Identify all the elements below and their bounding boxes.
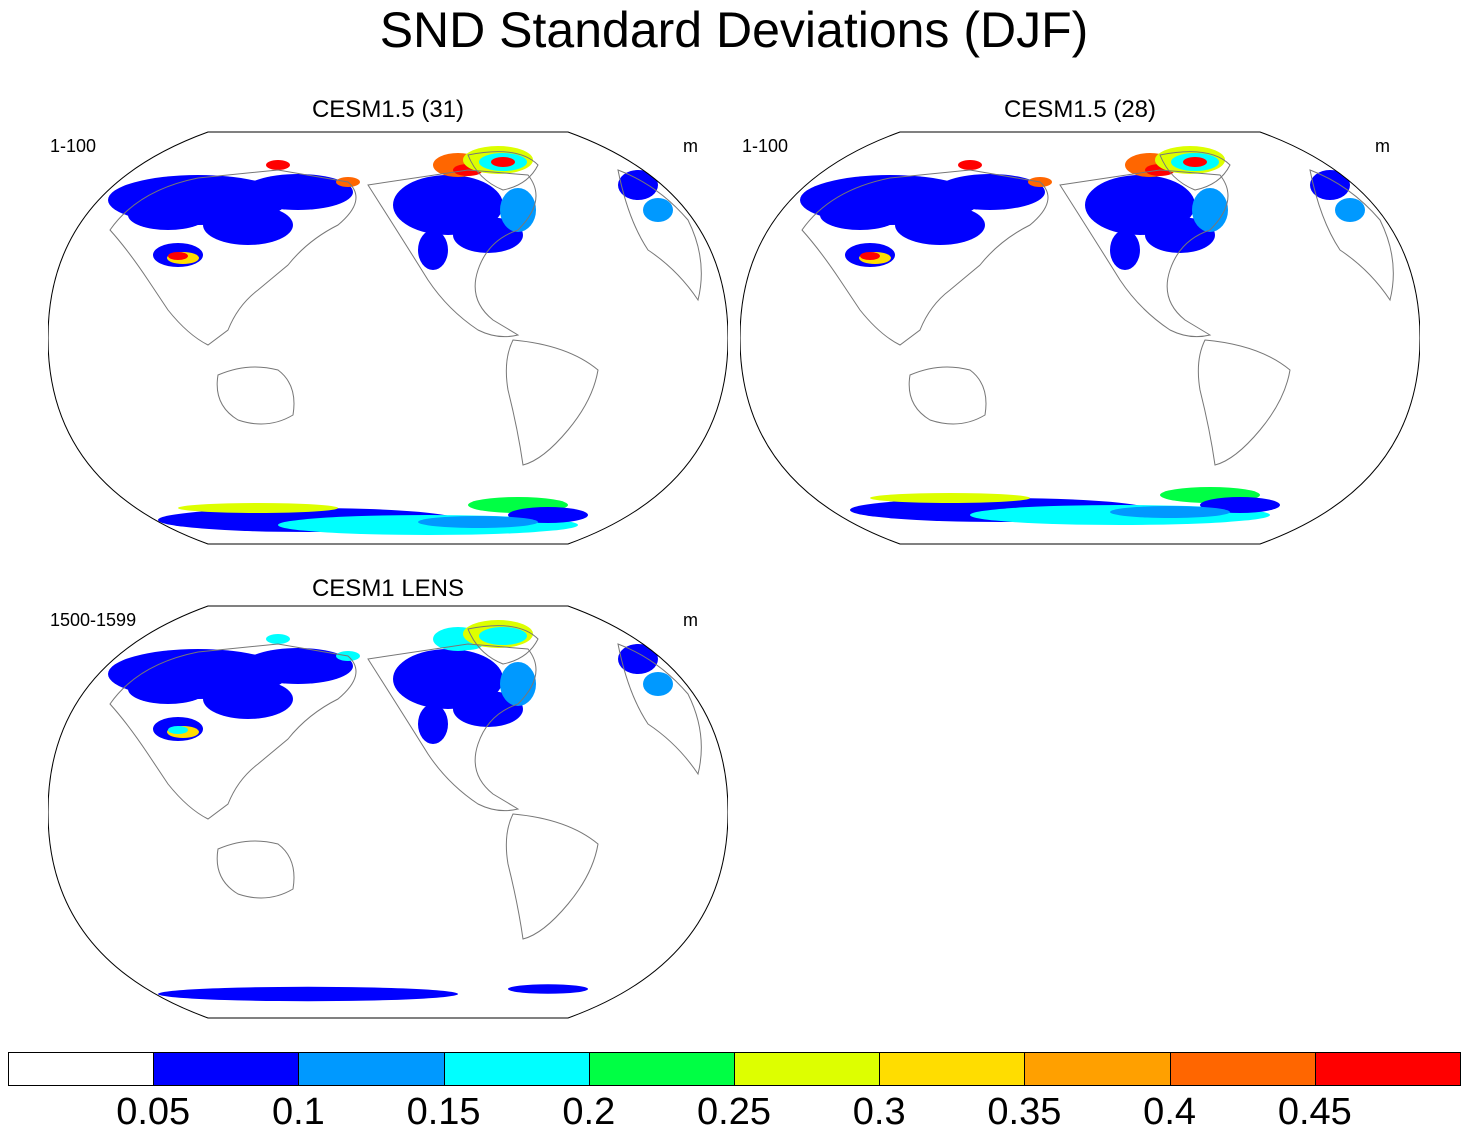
colorbar-tick-label: 0.05: [116, 1091, 191, 1133]
colorbar-tick-label: 0.25: [697, 1091, 771, 1133]
map-frame: [48, 131, 728, 545]
colorbar-box: [298, 1052, 445, 1086]
figure-title: SND Standard Deviations (DJF): [379, 2, 1089, 58]
colorbar-box: [443, 1052, 590, 1086]
colorbar-tick-label: 0.15: [406, 1091, 481, 1133]
colorbar-box: [8, 1052, 155, 1086]
colorbar-box: [153, 1052, 300, 1086]
panel-title: CESM1.5 (28): [1003, 96, 1157, 123]
colorbar-tick-label: 0.4: [1143, 1091, 1197, 1133]
colorbar-box: [1169, 1052, 1316, 1086]
panel-units-label: m: [1375, 136, 1390, 156]
colorbar-box: [588, 1052, 735, 1086]
panel-units-label: m: [683, 136, 698, 156]
panel-period-label: 1500-1599: [50, 610, 137, 630]
colorbar: [8, 1052, 1461, 1086]
colorbar-box: [1314, 1052, 1461, 1086]
map-frame: [740, 131, 1420, 545]
colorbar-box: [879, 1052, 1026, 1086]
colorbar-tick-label: 0.2: [562, 1091, 616, 1133]
colorbar-tick-label: 0.3: [852, 1091, 906, 1133]
colorbar-tick-label: 0.1: [271, 1091, 325, 1133]
panel-units-label: m: [683, 610, 698, 630]
colorbar-box: [1024, 1052, 1171, 1086]
colorbar-tick-label: 0.45: [1277, 1091, 1352, 1133]
panel-title: CESM1.5 (31): [311, 96, 465, 123]
panel-period-label: 1-100: [742, 136, 789, 156]
panel-period-label: 1-100: [50, 136, 97, 156]
colorbar-box: [734, 1052, 881, 1086]
map-frame: [48, 605, 728, 1019]
panel-title: CESM1 LENS: [311, 575, 465, 602]
colorbar-tick-label: 0.35: [987, 1091, 1062, 1133]
